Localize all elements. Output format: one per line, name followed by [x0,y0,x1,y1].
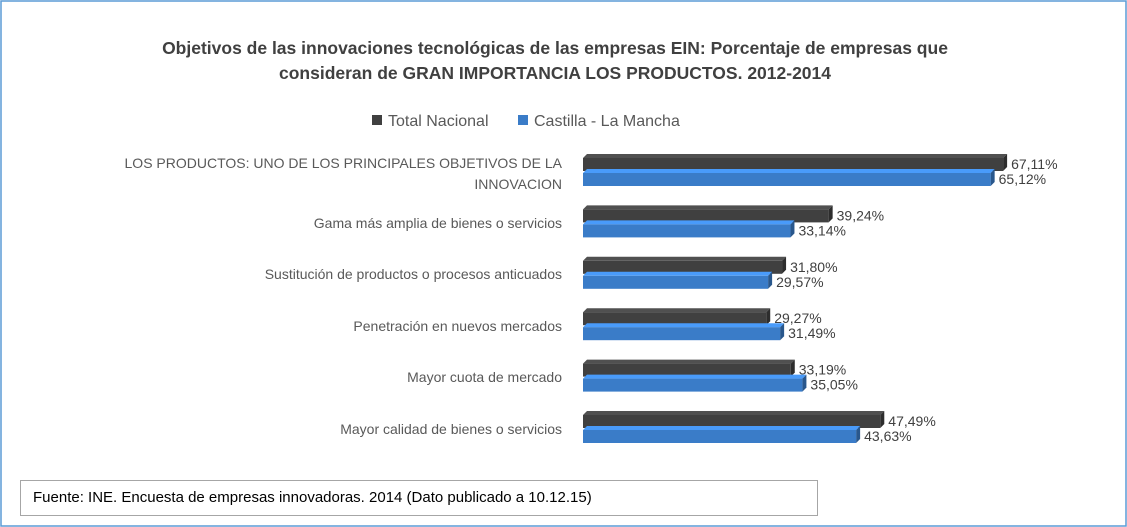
bar-top [583,154,1008,158]
chart-title: Objetivos de las innovaciones tecnológic… [162,38,948,83]
bar-top [583,359,795,364]
legend-swatch [372,115,382,125]
bar [583,430,857,443]
bar [583,260,783,274]
bar [583,209,829,223]
data-label: 31,49% [788,325,835,341]
bar [583,327,781,341]
bar-side [780,323,785,341]
bar-top [583,323,785,328]
data-label: 39,24% [837,207,884,223]
legend-label: Castilla - La Mancha [534,113,680,130]
bar [583,275,769,289]
footnote: Fuente: INE. Encuesta de empresas innova… [20,480,818,516]
bar-top [583,220,795,225]
data-label: 35,05% [810,377,857,393]
data-label: 65,12% [999,171,1046,187]
bar-side [880,411,885,428]
bar-top [583,426,861,430]
bar-side [782,256,787,274]
data-label: 29,57% [776,274,823,290]
bar-top [583,205,833,210]
data-label: 31,80% [790,259,837,275]
bar [583,173,991,186]
bar-side [856,426,861,443]
bar-side [1003,154,1008,171]
category-label: Mayor calidad de bienes o servicios [340,420,562,437]
bar-top [583,169,995,173]
legend-swatch [518,115,528,125]
data-label: 47,49% [888,413,935,429]
bar [583,415,881,428]
bar-side [766,308,771,326]
category-label: Sustitución de productos o procesos anti… [264,266,562,283]
bar [583,158,1004,171]
bar-side [990,169,995,186]
legend-label: Total Nacional [388,113,489,130]
bar-side [790,220,795,238]
bar [583,224,791,238]
data-label: 33,14% [798,222,845,238]
bar-side [828,205,833,223]
bar-side [802,374,807,392]
category-label: Gama más amplia de bienes o servicios [313,214,562,231]
bar [583,378,803,392]
data-label: 67,11% [1011,156,1057,172]
data-label: 29,27% [774,310,821,326]
bar [583,312,767,326]
bar-top [583,411,885,415]
category-label: LOS PRODUCTOS: UNO DE LOS PRINCIPALES OB… [124,155,562,192]
bar [583,363,791,377]
bar-top [583,374,807,379]
data-label: 43,63% [864,428,911,444]
bar-top [583,271,773,276]
category-label: Penetración en nuevos mercados [353,317,562,334]
bar-top [583,256,787,261]
category-label: Mayor cuota de mercado [407,369,562,386]
bar-top [583,308,771,313]
bar-side [790,359,795,377]
bar-side [768,271,773,289]
data-label: 33,19% [799,362,846,378]
